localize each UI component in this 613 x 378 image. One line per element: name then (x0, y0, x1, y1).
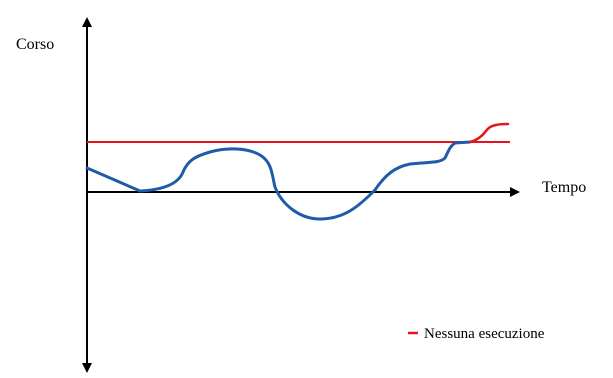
price-curve (85, 140, 472, 221)
legend-label: Nessuna esecuzione (424, 326, 545, 342)
curve-end-segment (468, 122, 510, 144)
x-axis-label: Tempo (542, 179, 586, 196)
y-axis-label: Corso (16, 36, 54, 53)
